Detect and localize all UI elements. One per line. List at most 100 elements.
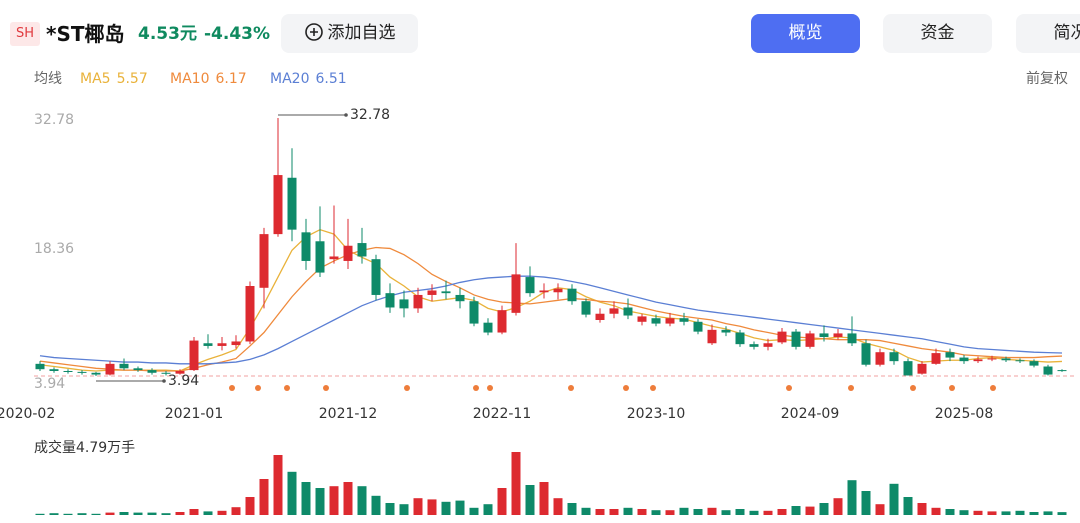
- volume-bar: [763, 510, 773, 515]
- add-watchlist-button[interactable]: 添加自选: [281, 14, 418, 53]
- candle-body: [469, 301, 479, 324]
- x-tick-label: 2020-02: [0, 406, 55, 422]
- volume-bar: [441, 501, 451, 515]
- add-watchlist-label: 添加自选: [327, 23, 396, 43]
- volume-bar: [455, 500, 465, 515]
- volume-bar: [63, 513, 73, 515]
- volume-bar: [469, 507, 479, 515]
- volume-bar: [931, 507, 941, 515]
- volume-bar: [539, 482, 549, 515]
- candle-body: [945, 352, 955, 358]
- volume-bar: [721, 510, 731, 515]
- candle-body: [735, 332, 745, 345]
- volume-bar: [497, 488, 507, 515]
- candle-body: [931, 353, 941, 364]
- candle-body: [875, 352, 885, 365]
- candle-body: [189, 340, 199, 371]
- volume-bar: [483, 504, 493, 515]
- candle-body: [497, 310, 507, 333]
- y-tick-label: 18.36: [34, 241, 74, 257]
- candle-body: [1029, 361, 1039, 366]
- volume-bar: [329, 486, 339, 515]
- candle-body: [63, 370, 73, 372]
- candle-body: [847, 333, 857, 344]
- volume-bar: [119, 512, 129, 515]
- volume-bar: [623, 507, 633, 515]
- exchange-badge: SH: [10, 22, 40, 46]
- volume-bar: [77, 513, 87, 515]
- volume-bar: [1043, 511, 1053, 515]
- candle-body: [973, 359, 983, 362]
- candle-body: [259, 234, 269, 288]
- volume-bar: [1057, 512, 1067, 515]
- tab[interactable]: 简况: [1016, 14, 1080, 53]
- candle-body: [987, 358, 997, 360]
- volume-bar: [791, 506, 801, 515]
- volume-bar: [175, 512, 185, 515]
- volume-bar: [581, 507, 591, 515]
- candle-body: [1057, 370, 1067, 372]
- volume-bar: [189, 509, 199, 515]
- header: SH *ST椰岛 4.53元 -4.43% 添加自选 概览 资金 简况: [0, 0, 1080, 70]
- candle-body: [301, 232, 311, 261]
- volume-bar: [371, 495, 381, 515]
- volume-bar: [805, 506, 815, 515]
- candle-body: [721, 329, 731, 333]
- candle-body: [1001, 358, 1011, 361]
- volume-bar: [987, 511, 997, 515]
- ma-line: [39, 275, 1063, 365]
- candle-body: [693, 321, 703, 332]
- volume-bar: [511, 452, 521, 515]
- candle-body: [427, 290, 437, 295]
- candle-body: [805, 333, 815, 347]
- volume-bar: [203, 511, 213, 515]
- candle-body: [917, 363, 927, 374]
- volume-bar: [945, 509, 955, 515]
- volume-bar: [637, 509, 647, 515]
- volume-bar: [399, 504, 409, 515]
- candle-body: [175, 370, 185, 374]
- volume-bar: [875, 504, 885, 515]
- min-pointer-dot: [162, 379, 166, 383]
- volume-bar: [133, 512, 143, 515]
- candle-body: [595, 313, 605, 320]
- ma-legend-item: MA10 6.17: [170, 71, 247, 87]
- volume-bar: [973, 510, 983, 515]
- min-label: 3.94: [168, 373, 199, 389]
- candle-body: [315, 241, 325, 273]
- volume-bar: [903, 497, 913, 515]
- y-tick-label: 32.78: [34, 112, 74, 128]
- volume-unit: 万手: [107, 440, 135, 456]
- volume-bar: [525, 485, 535, 515]
- volume-bar: [147, 512, 157, 515]
- candle-body: [147, 370, 157, 373]
- volume-bar: [959, 510, 969, 515]
- tab[interactable]: 概览: [751, 14, 860, 53]
- price-change: -4.43%: [204, 24, 271, 44]
- ma-legend-name: MA5: [80, 71, 111, 87]
- volume-title: 成交量4.79万手: [34, 439, 135, 456]
- adjust-label[interactable]: 前复权: [1026, 70, 1068, 87]
- candle-body: [623, 307, 633, 316]
- volume-bar: [749, 510, 759, 515]
- candle-body: [679, 318, 689, 322]
- volume-bar: [217, 510, 227, 515]
- candle-body: [357, 243, 367, 257]
- volume-last: 4.79: [76, 440, 107, 456]
- candle-body: [959, 357, 969, 362]
- candle-body: [371, 259, 381, 295]
- candle-body: [637, 316, 647, 322]
- volume-bar: [847, 480, 857, 515]
- volume-bar: [553, 498, 563, 515]
- volume-bar: [301, 482, 311, 515]
- candle-body: [749, 344, 759, 347]
- tab[interactable]: 资金: [883, 14, 992, 53]
- candle-body: [161, 372, 171, 374]
- x-tick-label: 2024-09: [781, 406, 840, 422]
- volume-label: 成交量: [34, 439, 76, 456]
- ma-line: [39, 228, 1063, 372]
- volume-bar: [35, 513, 45, 515]
- event-markers: [229, 385, 996, 391]
- candle-body: [511, 274, 521, 313]
- volume-bar: [427, 499, 437, 515]
